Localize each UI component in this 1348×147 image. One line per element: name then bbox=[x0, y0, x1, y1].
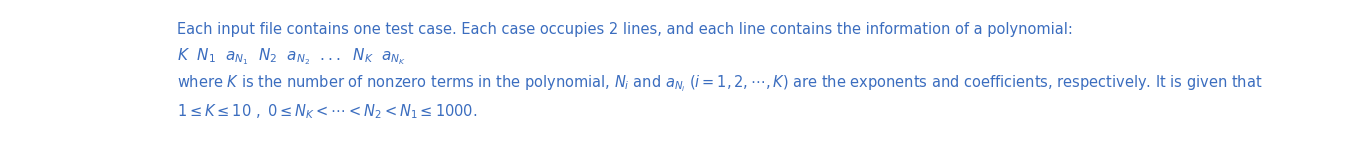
Text: where $K$ is the number of nonzero terms in the polynomial, $N_i$ and $a_{N_i}$ : where $K$ is the number of nonzero terms… bbox=[177, 73, 1262, 94]
Text: Each input file contains one test case. Each case occupies 2 lines, and each lin: Each input file contains one test case. … bbox=[177, 22, 1073, 37]
Text: $1 \leq K \leq 10\ ,\ 0 \leq N_K < \cdots < N_2 < N_1 \leq 1000.$: $1 \leq K \leq 10\ ,\ 0 \leq N_K < \cdot… bbox=[177, 102, 477, 121]
Text: $K\ \ N_1\ \ a_{N_1}\ \ N_2\ \ a_{N_2}\ \ ...\ \ N_K\ \ a_{N_K}$: $K\ \ N_1\ \ a_{N_1}\ \ N_2\ \ a_{N_2}\ … bbox=[177, 47, 406, 67]
